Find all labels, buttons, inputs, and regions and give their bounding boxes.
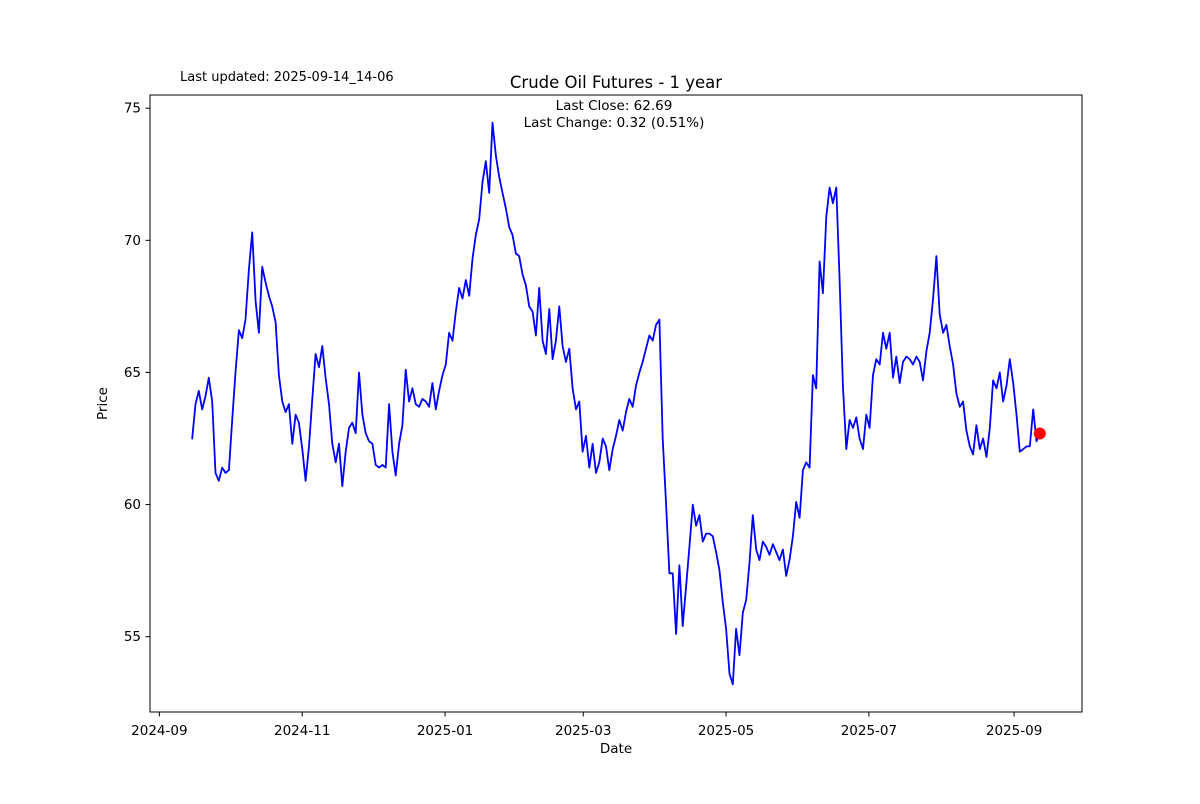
y-axis-ticks: 75 70 65 60 55 [124, 101, 150, 645]
y-axis-label: Price [95, 387, 111, 420]
y-tick-label: 60 [124, 497, 141, 513]
x-tick-label: 2025-01 [417, 723, 473, 739]
x-tick-label: 2025-07 [841, 723, 897, 739]
x-axis-ticks: 2024-09 2024-11 2025-01 2025-03 2025-05 2025-… [131, 712, 1042, 739]
annotation-last-change: Last Change: 0.32 (0.51%) [524, 115, 705, 131]
plot-area-border [149, 94, 1083, 713]
price-line [191, 121, 1041, 686]
x-tick-label: 2025-05 [698, 723, 754, 739]
x-tick-label: 2024-11 [274, 723, 330, 739]
y-tick-label: 65 [124, 365, 141, 381]
last-close-marker [1033, 427, 1046, 440]
y-tick-label: 70 [124, 233, 141, 249]
last-updated-label: Last updated: 2025-09-14_14-06 [180, 70, 394, 85]
x-tick-label: 2025-09 [986, 723, 1042, 739]
x-tick-label: 2024-09 [131, 723, 187, 739]
x-axis-label: Date [600, 741, 632, 757]
chart-title: Crude Oil Futures - 1 year [510, 73, 722, 92]
y-tick-label: 55 [124, 629, 141, 645]
y-tick-label: 75 [124, 101, 141, 117]
x-tick-label: 2025-03 [555, 723, 611, 739]
annotation-last-close: Last Close: 62.69 [556, 98, 673, 114]
